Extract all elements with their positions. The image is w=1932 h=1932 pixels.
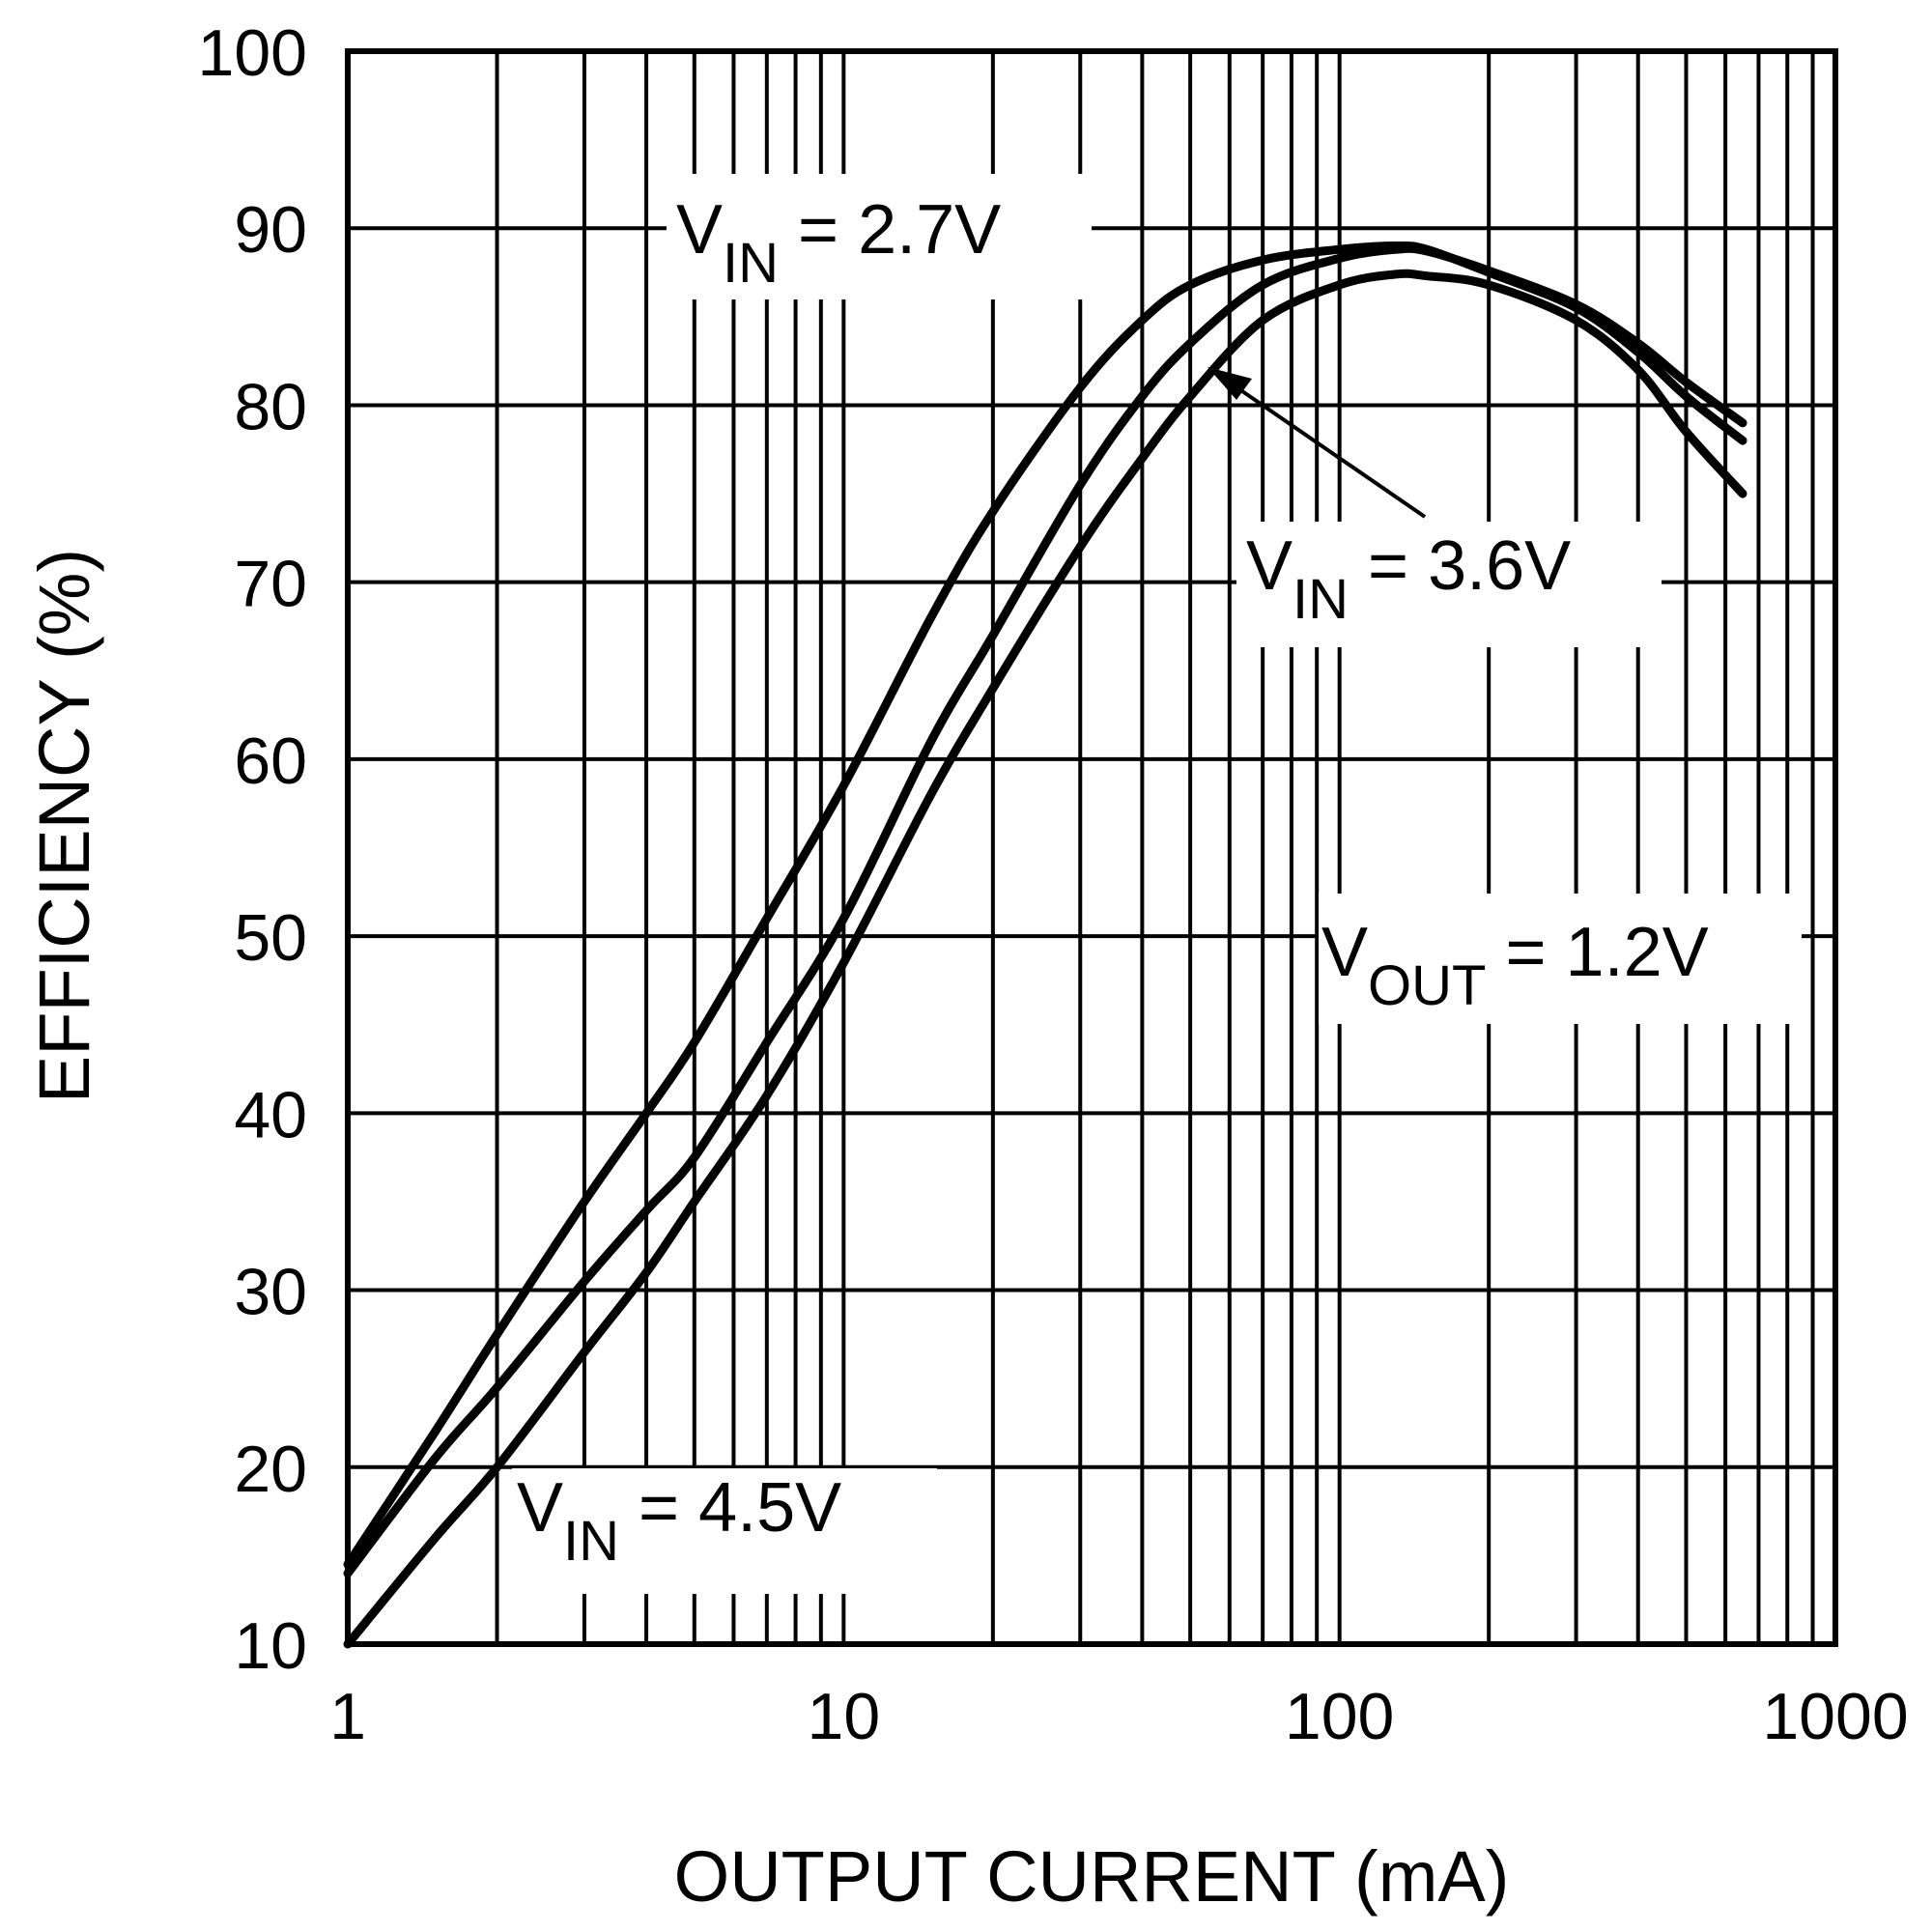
y-tick-label: 70 (234, 548, 307, 621)
y-tick-label: 100 (198, 16, 307, 90)
x-tick-labels: 1 10 100 1000 (329, 1680, 1909, 1753)
series-line-3 (343, 269, 1747, 1649)
label-bg-vin-4-5 (512, 1468, 937, 1594)
label-vin-3-6: VIN = 3.6V (1246, 527, 1571, 631)
y-tick-label: 30 (234, 1256, 307, 1329)
y-tick-label: 50 (234, 901, 307, 975)
series-lines (343, 241, 1747, 1649)
y-tick-label: 10 (234, 1609, 307, 1683)
label-bg-vin-3-6 (1236, 522, 1662, 647)
y-tick-label: 90 (234, 193, 307, 267)
x-tick-label: 1 (329, 1680, 366, 1753)
y-tick-label: 20 (234, 1433, 307, 1506)
grid (348, 51, 1835, 1644)
y-tick-label: 60 (234, 724, 307, 798)
label-vin-4-5: VIN = 4.5V (517, 1469, 841, 1573)
label-vout-1-2: VOUT = 1.2V (1321, 914, 1709, 1017)
pointer-arrowhead-vin-3-6 (1208, 367, 1252, 400)
pointer-line-vin-3-6 (1225, 379, 1427, 519)
label-bg-vin-2-7 (667, 174, 1092, 299)
x-tick-label: 100 (1285, 1680, 1394, 1753)
x-tick-label: 10 (808, 1680, 881, 1753)
x-tick-label: 1000 (1762, 1680, 1908, 1753)
label-bg-vout (1319, 894, 1802, 1024)
y-tick-label: 80 (234, 370, 307, 443)
series-line-2 (343, 243, 1747, 1578)
label-vin-2-7: VIN = 2.7V (676, 191, 1001, 295)
plot-frame (345, 48, 1838, 1647)
x-axis-title: OUTPUT CURRENT (mA) (674, 1836, 1510, 1917)
y-tick-label: 40 (234, 1078, 307, 1151)
y-axis-title: EFFICIENCY (%) (24, 549, 104, 1103)
y-tick-labels: 10 20 30 40 50 60 70 80 90 100 (198, 16, 307, 1683)
